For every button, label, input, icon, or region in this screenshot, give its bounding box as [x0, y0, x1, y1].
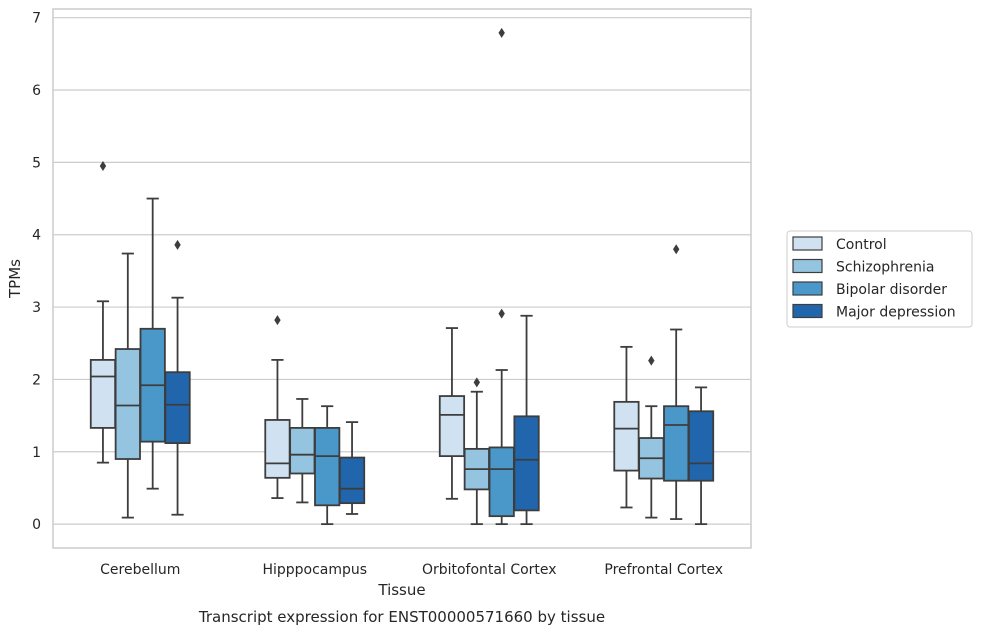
box-iqr — [264, 419, 291, 479]
box-prefrontal-cortex-control — [613, 345, 640, 509]
box-iqr — [89, 358, 117, 429]
legend-swatch — [792, 258, 823, 274]
box-hipppocampus-schizophrenia — [289, 398, 316, 504]
box-hipppocampus-bipolar-disorder — [314, 405, 341, 526]
legend-label: Bipolar disorder — [836, 282, 947, 298]
y-tick-label: 7 — [32, 11, 41, 27]
outlier-point — [174, 239, 181, 250]
legend-swatch — [792, 303, 823, 319]
y-tick-label: 0 — [32, 517, 41, 533]
outlier-point — [648, 355, 655, 366]
plot-frame — [52, 8, 752, 549]
box-prefrontal-cortex-major-depression — [687, 386, 715, 526]
box-cerebellum-major-depression — [164, 239, 191, 516]
box-iqr — [164, 371, 191, 444]
box-hipppocampus-major-depression — [338, 421, 366, 515]
box-iqr — [338, 456, 366, 505]
legend-label: Control — [836, 237, 887, 253]
box-cerebellum-bipolar-disorder — [139, 197, 166, 490]
outlier-point — [99, 160, 107, 171]
x-tick-label: Prefrontal Cortex — [604, 562, 723, 578]
chart-caption: Transcript expression for ENST0000057166… — [198, 608, 605, 626]
y-tick-label: 4 — [32, 228, 41, 244]
legend-item: Bipolar disorder — [792, 281, 947, 298]
legend-frame — [786, 230, 973, 328]
legend-item: Major depression — [792, 303, 956, 321]
y-tick-labels: 0 1 2 3 4 5 6 7 — [32, 11, 41, 533]
legend-label: Schizophrenia — [836, 260, 934, 276]
legend-item: Control — [792, 236, 887, 253]
box-prefrontal-cortex-schizophrenia — [638, 355, 665, 519]
legend-swatch — [792, 236, 823, 251]
x-tick-labels: Cerebellum Hipppocampus Orbitofontal Corte… — [100, 562, 723, 578]
y-tick-label: 3 — [32, 300, 41, 316]
box-orbitofontal-cortex-bipolar-disorder — [488, 27, 515, 526]
box-prefrontal-cortex-bipolar-disorder — [663, 244, 690, 520]
box-iqr — [314, 427, 341, 507]
box-orbitofontal-cortex-schizophrenia — [463, 377, 490, 526]
box-cerebellum-schizophrenia — [114, 252, 141, 519]
legend-label: Major depression — [836, 305, 956, 321]
outlier-point — [274, 315, 281, 326]
x-tick-label: Orbitofontal Cortex — [422, 562, 557, 578]
y-tick-label: 5 — [32, 155, 41, 171]
box-iqr — [613, 400, 640, 472]
box-iqr — [488, 446, 515, 518]
legend-swatch — [792, 281, 823, 296]
legend-items: Control Schizophrenia Bipolar disorder Majo… — [792, 236, 956, 321]
legend: Control Schizophrenia Bipolar disorder Majo… — [786, 230, 973, 328]
box-cerebellum-control — [89, 160, 117, 464]
legend-item: Schizophrenia — [792, 258, 934, 276]
x-tick-label: Cerebellum — [100, 562, 180, 578]
outlier-point — [498, 308, 505, 319]
box-orbitofontal-cortex-control — [438, 327, 466, 500]
box-iqr — [438, 395, 466, 458]
y-axis-label: TPMs — [6, 259, 24, 299]
outlier-point — [672, 244, 680, 255]
y-tick-label: 6 — [32, 83, 41, 99]
x-axis-label: Tissue — [377, 581, 425, 599]
box-groups — [89, 27, 715, 526]
box-iqr — [289, 427, 316, 475]
x-tick-label: Hipppocampus — [262, 562, 367, 578]
box-iqr — [114, 348, 141, 460]
box-iqr — [663, 405, 690, 482]
box-iqr — [513, 415, 540, 512]
box-orbitofontal-cortex-major-depression — [513, 314, 540, 526]
outlier-point — [473, 377, 481, 388]
box-iqr — [687, 410, 715, 482]
y-tick-label: 2 — [32, 372, 41, 388]
outlier-point — [498, 27, 505, 38]
y-tick-label: 1 — [32, 445, 41, 461]
box-hipppocampus-control — [264, 315, 291, 499]
